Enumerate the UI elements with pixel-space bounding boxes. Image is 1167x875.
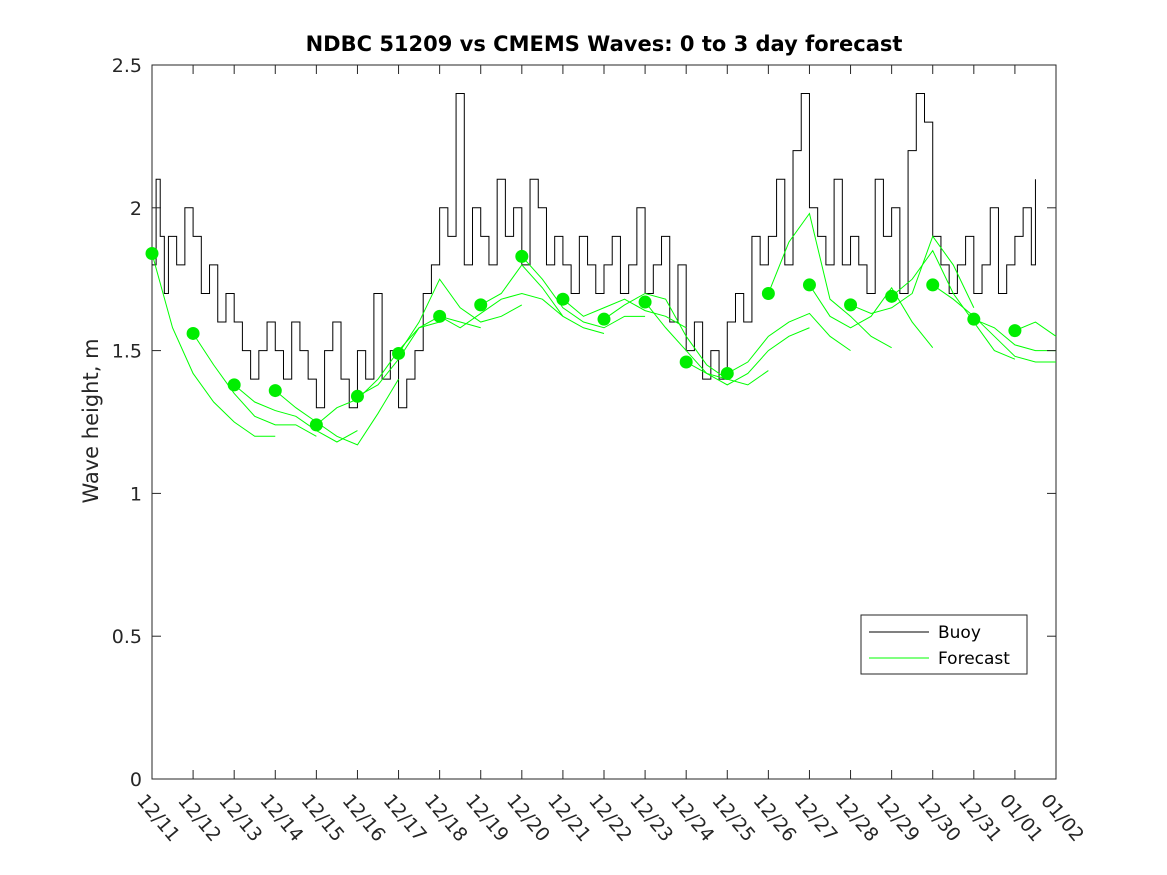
forecast-series-line-18 — [850, 235, 975, 315]
forecast-marker-18 — [885, 289, 899, 303]
forecast-series-line-17 — [809, 284, 934, 349]
legend: Buoy Forecast — [860, 614, 1028, 675]
forecast-marker-21 — [1008, 324, 1022, 338]
forecast-marker-10 — [556, 292, 570, 306]
forecast-marker-6 — [392, 346, 406, 360]
forecast-series-line-6 — [357, 315, 481, 397]
forecast-series-line-8 — [439, 292, 564, 329]
legend-box — [860, 614, 1028, 675]
forecast-series-line-15 — [727, 312, 851, 374]
y-tick-label: 0 — [130, 769, 142, 791]
y-tick-label: 1 — [130, 483, 142, 505]
forecast-series-line-20 — [932, 284, 1056, 363]
y-tick-label: 2 — [130, 198, 142, 220]
forecast-marker-0 — [145, 246, 159, 260]
forecast-marker-1 — [186, 326, 200, 340]
forecast-series-line-22 — [1014, 321, 1057, 337]
forecast-series-line-16 — [767, 212, 892, 349]
chart-title: NDBC 51209 vs CMEMS Waves: 0 to 3 day fo… — [306, 32, 903, 56]
forecast-marker-19 — [926, 278, 940, 292]
plot-area: 00.511.522.512/1112/1212/1312/1412/1512/… — [112, 55, 1088, 846]
forecast-marker-20 — [967, 312, 981, 326]
forecast-marker-16 — [802, 278, 816, 292]
forecast-marker-17 — [844, 298, 858, 312]
forecast-series-line-2 — [192, 333, 317, 437]
legend-buoy-label: Buoy — [938, 623, 981, 643]
forecast-series-line-1 — [151, 253, 276, 437]
forecast-series-line-3 — [233, 384, 358, 443]
forecast-series-line-4 — [274, 378, 399, 446]
forecast-marker-12 — [638, 295, 652, 309]
forecast-marker-2 — [227, 378, 241, 392]
series-layer — [151, 93, 1057, 446]
y-tick-label: 0.5 — [112, 626, 142, 648]
y-tick-label: 1.5 — [112, 341, 142, 363]
forecast-series-line-11 — [562, 298, 687, 329]
forecast-series-line-12 — [603, 292, 728, 380]
forecast-series-line-21 — [973, 318, 1056, 352]
marker-layer — [145, 246, 1022, 432]
forecast-series-line-14 — [685, 327, 810, 386]
buoy-series-line — [152, 93, 1036, 409]
forecast-marker-11 — [597, 312, 611, 326]
forecast-marker-4 — [309, 418, 323, 432]
forecast-marker-7 — [433, 309, 447, 323]
legend-forecast-label: Forecast — [938, 649, 1010, 669]
forecast-marker-13 — [679, 355, 693, 369]
forecast-marker-15 — [761, 286, 775, 300]
forecast-marker-8 — [474, 298, 488, 312]
forecast-marker-3 — [268, 384, 282, 398]
forecast-series-line-10 — [521, 256, 646, 329]
y-axis-label: Wave height, m — [79, 338, 103, 503]
forecast-marker-14 — [720, 366, 734, 380]
forecast-marker-5 — [350, 389, 364, 403]
forecast-series-line-7 — [398, 278, 523, 354]
y-tick-label: 2.5 — [112, 55, 142, 77]
forecast-marker-9 — [515, 249, 529, 263]
forecast-series-line-19 — [891, 249, 1016, 360]
forecast-series-line-9 — [480, 264, 605, 334]
